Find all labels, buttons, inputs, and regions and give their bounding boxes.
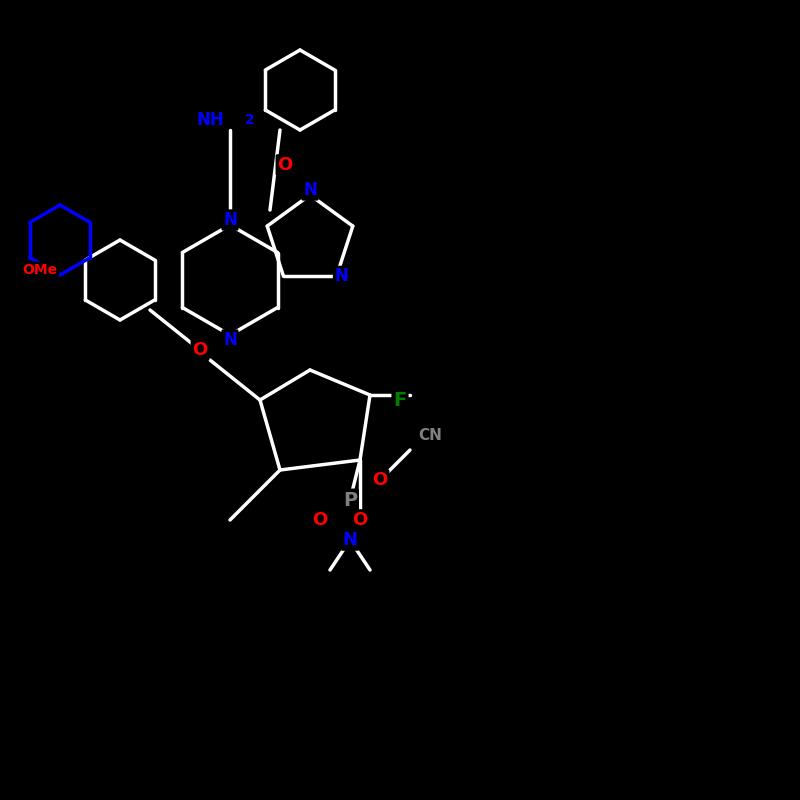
Text: N: N bbox=[303, 181, 317, 199]
Text: F: F bbox=[394, 390, 406, 410]
Text: NH: NH bbox=[196, 111, 224, 129]
Text: P: P bbox=[343, 490, 357, 510]
Text: O: O bbox=[278, 156, 293, 174]
Text: OMe: OMe bbox=[22, 263, 58, 277]
Text: 2: 2 bbox=[245, 113, 255, 127]
Text: O: O bbox=[192, 341, 208, 359]
Text: O: O bbox=[352, 511, 368, 529]
Text: O: O bbox=[372, 471, 388, 489]
Text: N: N bbox=[223, 331, 237, 349]
Text: N: N bbox=[342, 531, 358, 549]
Text: CN: CN bbox=[418, 427, 442, 442]
Text: O: O bbox=[312, 511, 328, 529]
Text: N: N bbox=[223, 211, 237, 229]
Text: N: N bbox=[334, 267, 348, 286]
